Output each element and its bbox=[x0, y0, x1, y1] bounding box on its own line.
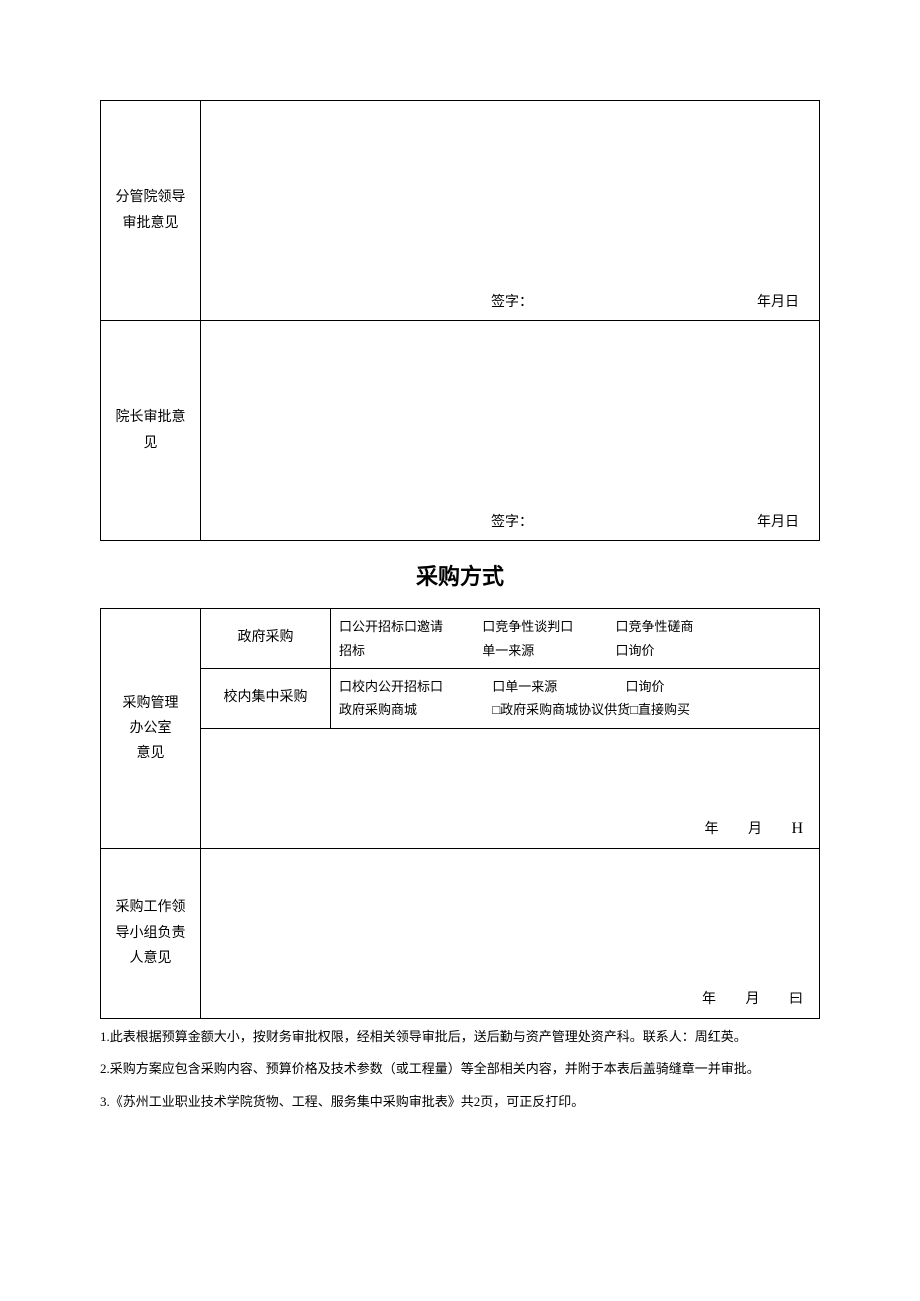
president-sign-label: 签字： bbox=[491, 512, 533, 534]
vp-sign-line: 签字： 年月日 bbox=[201, 292, 819, 314]
campus-options-line1: 口校内公开招标口 口单一来源 口询价 bbox=[339, 675, 811, 698]
leader-date-line: 年 月 曰 bbox=[702, 989, 807, 1011]
gov-opt-2c: 口询价 bbox=[616, 643, 655, 658]
mgmt-office-label: 采购管理 办公室 意见 bbox=[101, 609, 201, 849]
gov-options-cell: 口公开招标口邀请 口竞争性谈判口 口竞争性磋商 招标 单一来源 口询价 bbox=[331, 609, 820, 669]
vp-label-line2: 审批意见 bbox=[109, 211, 192, 236]
leader-date-y: 年 bbox=[702, 992, 720, 1007]
president-date-label: 年月日 bbox=[757, 512, 799, 534]
leader-sign-cell: 年 月 曰 bbox=[201, 848, 820, 1018]
procurement-method-title: 采购方式 bbox=[100, 559, 820, 594]
campus-opt-2b: □政府采购商城协议供货□直接购买 bbox=[492, 702, 690, 717]
gov-opt-1c: 口竞争性磋商 bbox=[616, 619, 694, 634]
gov-procurement-label: 政府采购 bbox=[201, 609, 331, 669]
vp-approval-cell: 签字： 年月日 bbox=[201, 101, 820, 321]
mgmt-label-l3: 意见 bbox=[109, 741, 192, 766]
gov-opt-2a: 招标 bbox=[339, 639, 479, 662]
gov-opt-1b: 口竞争性谈判口 bbox=[482, 615, 612, 638]
leader-group-label: 采购工作领 导小组负责 人意见 bbox=[101, 848, 201, 1018]
campus-options-cell: 口校内公开招标口 口单一来源 口询价 政府采购商城 □政府采购商城协议供货□直接… bbox=[331, 668, 820, 728]
gov-options-line2: 招标 单一来源 口询价 bbox=[339, 639, 811, 662]
mgmt-date-y: 年 bbox=[704, 822, 722, 837]
president-label-line1: 院长审批意 bbox=[109, 405, 192, 430]
president-sign-line: 签字： 年月日 bbox=[201, 512, 819, 534]
mgmt-date-m: 月 bbox=[748, 822, 766, 837]
vp-sign-label: 签字： bbox=[491, 292, 533, 314]
procurement-table: 采购管理 办公室 意见 政府采购 口公开招标口邀请 口竞争性谈判口 口竞争性磋商… bbox=[100, 608, 820, 1019]
mgmt-date-line: 年 月 H bbox=[704, 816, 807, 842]
campus-opt-1a: 口校内公开招标口 bbox=[339, 675, 489, 698]
leader-label-l3: 人意见 bbox=[109, 946, 192, 971]
leader-date-d: 曰 bbox=[789, 992, 807, 1007]
approval-table: 分管院领导 审批意见 签字： 年月日 院长审批意 见 签字： 年月日 bbox=[100, 100, 820, 541]
mgmt-sign-cell: 年 月 H bbox=[201, 728, 820, 848]
gov-options-line1: 口公开招标口邀请 口竞争性谈判口 口竞争性磋商 bbox=[339, 615, 811, 638]
note-2: 2.采购方案应包含采购内容、预算价格及技术参数（或工程量）等全部相关内容，并附于… bbox=[100, 1057, 820, 1082]
vp-date-label: 年月日 bbox=[757, 292, 799, 314]
president-approval-cell: 签字： 年月日 bbox=[201, 321, 820, 541]
president-label-line2: 见 bbox=[109, 431, 192, 456]
president-approval-label: 院长审批意 见 bbox=[101, 321, 201, 541]
campus-opt-2a: 政府采购商城 bbox=[339, 698, 489, 721]
campus-options-line2: 政府采购商城 □政府采购商城协议供货□直接购买 bbox=[339, 698, 811, 721]
vp-approval-label: 分管院领导 审批意见 bbox=[101, 101, 201, 321]
note-1: 1.此表根据预算金额大小，按财务审批权限，经相关领导审批后，送后勤与资产管理处资… bbox=[100, 1025, 820, 1050]
gov-opt-2b: 单一来源 bbox=[482, 639, 612, 662]
mgmt-label-l2: 办公室 bbox=[109, 716, 192, 741]
campus-opt-1c: 口询价 bbox=[626, 679, 665, 694]
leader-label-l1: 采购工作领 bbox=[109, 895, 192, 920]
leader-label-l2: 导小组负责 bbox=[109, 921, 192, 946]
mgmt-date-d: H bbox=[791, 820, 807, 837]
vp-label-line1: 分管院领导 bbox=[109, 185, 192, 210]
gov-opt-1a: 口公开招标口邀请 bbox=[339, 615, 479, 638]
campus-opt-1b: 口单一来源 bbox=[492, 675, 622, 698]
campus-procurement-label: 校内集中采购 bbox=[201, 668, 331, 728]
leader-date-m: 月 bbox=[746, 992, 764, 1007]
notes-section: 1.此表根据预算金额大小，按财务审批权限，经相关领导审批后，送后勤与资产管理处资… bbox=[100, 1025, 820, 1115]
note-3: 3.《苏州工业职业技术学院货物、工程、服务集中采购审批表》共2页，可正反打印。 bbox=[100, 1090, 820, 1115]
mgmt-label-l1: 采购管理 bbox=[109, 691, 192, 716]
